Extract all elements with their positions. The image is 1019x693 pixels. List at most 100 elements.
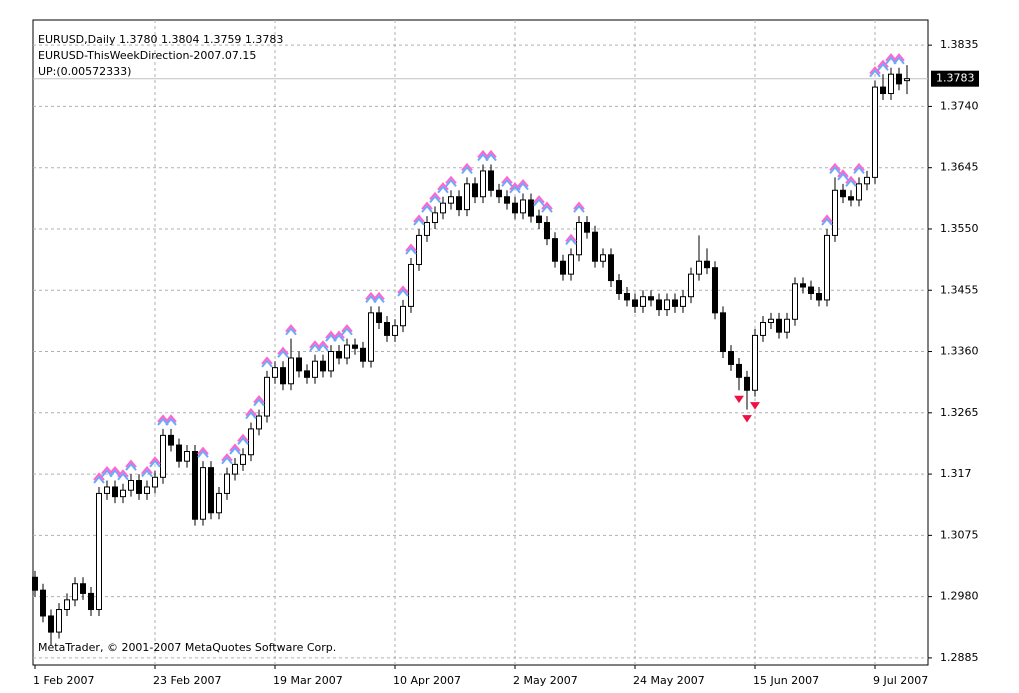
candle-body	[528, 199, 534, 217]
candle-body	[120, 489, 126, 498]
candle-body	[112, 486, 118, 498]
up-arrow	[565, 233, 577, 242]
up-arrow	[261, 359, 273, 368]
up-arrow	[429, 194, 441, 204]
candle-body	[544, 222, 550, 240]
candle-body	[576, 222, 582, 256]
candle-body	[904, 78, 910, 82]
up-arrow	[221, 453, 233, 462]
up-arrow	[325, 333, 337, 342]
candle-body	[600, 254, 606, 262]
up-arrow	[261, 356, 273, 365]
x-tick-label: 9 Jul 2007	[873, 674, 928, 687]
up-arrow	[565, 236, 577, 245]
up-arrow	[125, 462, 137, 471]
candle-body	[792, 283, 798, 320]
candle-body	[464, 183, 470, 211]
candle-body	[840, 189, 846, 198]
plot-frame	[32, 19, 929, 666]
up-arrow	[141, 465, 153, 475]
candle-body	[352, 344, 358, 349]
candle-body	[488, 170, 494, 191]
candle-body	[48, 615, 54, 633]
candle-body	[384, 322, 390, 336]
candle-body	[360, 347, 366, 362]
up-arrow	[445, 178, 457, 187]
candle-body	[168, 434, 174, 446]
x-tick-label: 24 May 2007	[633, 674, 705, 687]
candle-body	[672, 299, 678, 307]
y-tick-label: 1.3835	[940, 38, 979, 51]
down-arrow	[734, 395, 744, 404]
candle-body	[536, 215, 542, 224]
candle-body	[296, 357, 302, 372]
candle-body	[888, 73, 894, 95]
candle-body	[728, 351, 734, 365]
up-arrow	[117, 469, 129, 478]
up-arrow	[533, 195, 545, 204]
up-arrow	[365, 291, 377, 301]
candle-body	[696, 260, 702, 275]
up-arrow	[853, 165, 865, 175]
y-tick-label: 1.3360	[940, 345, 979, 358]
up-arrow	[397, 288, 409, 297]
down-arrow	[742, 415, 752, 423]
candle-body	[336, 351, 342, 359]
x-tick-label: 15 Jun 2007	[753, 674, 819, 687]
up-arrow	[341, 327, 353, 336]
candle-body	[704, 260, 710, 269]
up-arrow	[541, 204, 553, 213]
candle-body	[744, 376, 750, 391]
candle-body	[864, 176, 870, 185]
candle-body	[312, 360, 318, 378]
up-arrow	[845, 175, 857, 184]
up-arrow	[829, 162, 841, 172]
candle-body	[184, 451, 190, 462]
y-tick-label: 1.317	[940, 467, 972, 480]
up-arrow	[437, 182, 449, 191]
up-arrow	[877, 62, 889, 71]
up-arrow	[485, 152, 497, 162]
candle-body	[592, 231, 598, 262]
candle-body	[832, 189, 838, 236]
candle-body	[648, 296, 654, 301]
up-arrow	[165, 417, 177, 426]
y-tick-label: 1.3455	[940, 283, 979, 296]
candle-body	[720, 312, 726, 353]
candle-body	[96, 492, 102, 611]
candle-body	[856, 183, 862, 201]
candle-body	[368, 312, 374, 362]
candle-body	[424, 222, 430, 236]
x-tick-label: 10 Apr 2007	[393, 674, 461, 687]
up-arrow	[837, 169, 849, 178]
x-tick-label: 23 Feb 2007	[153, 674, 221, 687]
candle-body	[664, 299, 670, 311]
y-tick-label: 1.3075	[940, 528, 979, 541]
candle-body	[64, 599, 70, 611]
candle-body	[440, 202, 446, 214]
candle-body	[608, 254, 614, 282]
up-arrow	[885, 56, 897, 65]
chart-title: EURUSD,Daily 1.3780 1.3804 1.3759 1.3783	[38, 33, 283, 46]
candle-body	[160, 434, 166, 478]
candle-body	[432, 212, 438, 224]
last-price-label: 1.3783	[936, 72, 975, 85]
candle-body	[624, 292, 630, 301]
y-tick-label: 1.3265	[940, 406, 979, 419]
up-arrow	[893, 56, 905, 65]
candle-body	[392, 325, 398, 336]
up-arrow	[437, 185, 449, 194]
candle-body	[800, 283, 806, 288]
up-arrow	[125, 459, 137, 468]
up-arrow	[893, 53, 905, 62]
candle-body	[640, 296, 646, 307]
up-arrow	[573, 204, 585, 213]
candle-body	[128, 480, 134, 491]
candle-body	[496, 189, 502, 198]
up-arrow	[373, 294, 385, 304]
up-arrow	[837, 172, 849, 181]
x-tick-label: 2 May 2007	[513, 674, 578, 687]
candle-body	[584, 222, 590, 233]
up-arrow	[477, 149, 489, 159]
candle-body	[344, 344, 350, 359]
